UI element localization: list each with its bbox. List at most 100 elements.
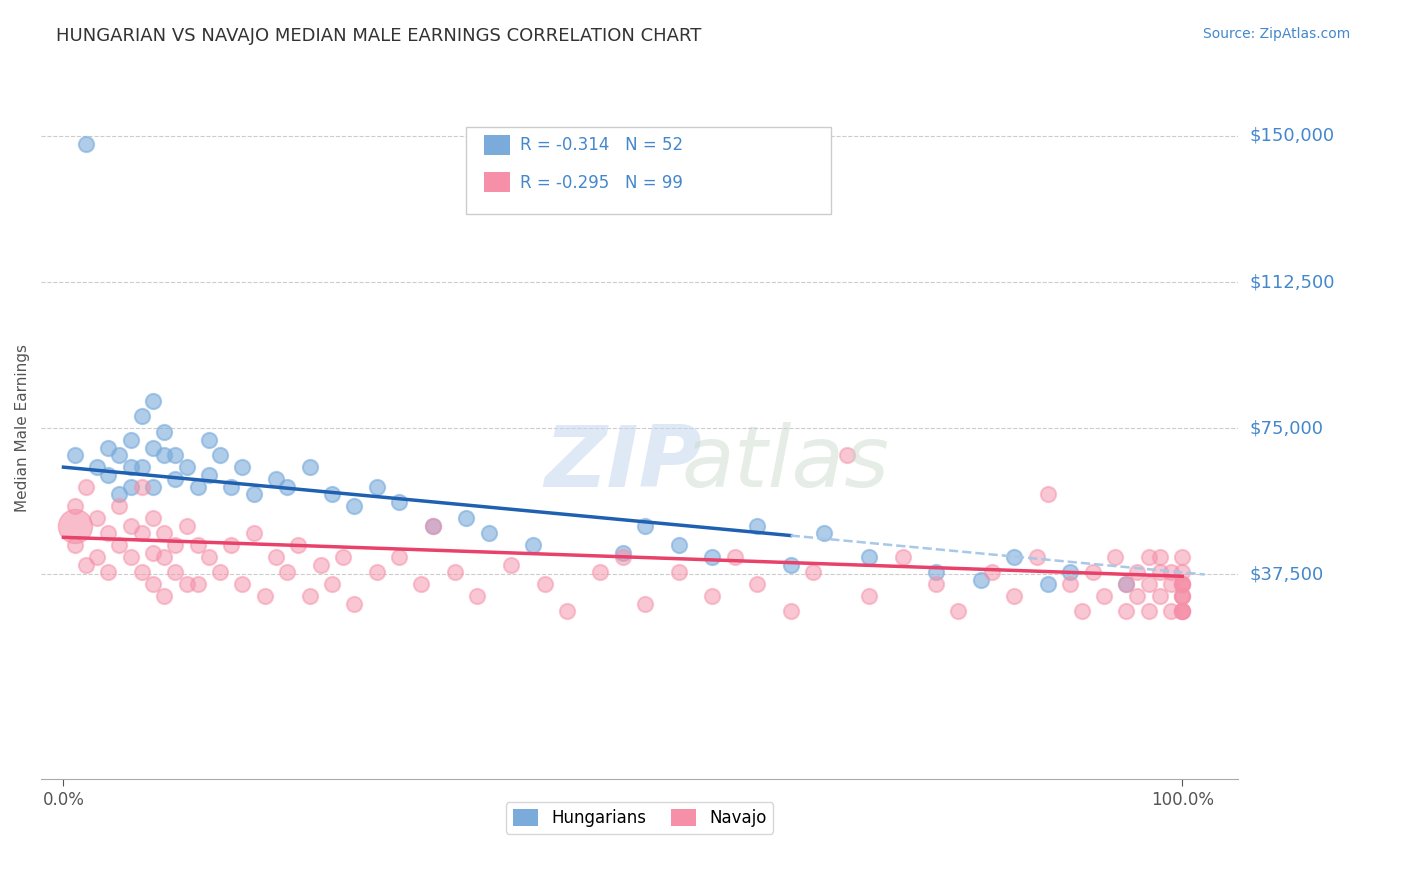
Point [411, 577, 433, 591]
Point [478, 526, 501, 541]
Point [1025, 549, 1047, 564]
Point [131, 480, 153, 494]
Point [165, 449, 187, 463]
Point [1115, 577, 1137, 591]
Point [131, 409, 153, 424]
Point [1081, 566, 1104, 580]
Point [1115, 577, 1137, 591]
Point [97, 467, 120, 482]
Point [264, 472, 287, 486]
Point [1036, 577, 1059, 591]
FancyBboxPatch shape [465, 127, 831, 214]
Point [176, 577, 198, 591]
Point [444, 566, 467, 580]
Point [108, 487, 131, 501]
Point [668, 566, 690, 580]
Point [131, 460, 153, 475]
Point [813, 526, 835, 541]
Point [1149, 589, 1171, 603]
Point [198, 467, 221, 482]
Point [1059, 577, 1081, 591]
Point [198, 433, 221, 447]
Point [131, 566, 153, 580]
Point [1137, 549, 1160, 564]
Point [120, 460, 142, 475]
Point [221, 480, 243, 494]
Point [209, 566, 232, 580]
Point [948, 604, 970, 618]
Point [1002, 589, 1025, 603]
Point [108, 449, 131, 463]
Point [1149, 566, 1171, 580]
Point [1149, 549, 1171, 564]
Point [264, 549, 287, 564]
Point [1171, 604, 1194, 618]
Point [1126, 566, 1149, 580]
Point [1092, 589, 1115, 603]
Point [321, 577, 343, 591]
Point [97, 441, 120, 455]
Point [153, 425, 176, 439]
Point [343, 499, 366, 513]
Point [86, 460, 108, 475]
Point [1002, 549, 1025, 564]
Point [176, 518, 198, 533]
Point [120, 549, 142, 564]
Point [1171, 589, 1194, 603]
Point [221, 538, 243, 552]
Y-axis label: Median Male Earnings: Median Male Earnings [15, 344, 30, 512]
Point [1171, 577, 1194, 591]
Point [276, 566, 298, 580]
Point [120, 433, 142, 447]
Text: R = -0.295   N = 99: R = -0.295 N = 99 [520, 174, 683, 192]
Point [1171, 604, 1194, 618]
Point [231, 577, 253, 591]
Point [1171, 549, 1194, 564]
Point [925, 566, 948, 580]
Point [925, 577, 948, 591]
Point [63, 538, 86, 552]
Legend: Hungarians, Navajo: Hungarians, Navajo [506, 802, 773, 834]
Point [612, 546, 634, 560]
Point [1160, 604, 1182, 618]
Point [231, 460, 253, 475]
Point [287, 538, 309, 552]
Point [63, 449, 86, 463]
Point [298, 589, 321, 603]
Point [467, 589, 489, 603]
Point [165, 472, 187, 486]
Point [1171, 589, 1194, 603]
Point [555, 604, 578, 618]
Point [668, 538, 690, 552]
Point [1171, 604, 1194, 618]
Point [891, 549, 914, 564]
Point [589, 566, 612, 580]
Point [165, 566, 187, 580]
Point [499, 558, 522, 572]
FancyBboxPatch shape [484, 172, 510, 192]
Point [153, 589, 176, 603]
Point [745, 518, 768, 533]
Point [142, 480, 165, 494]
Point [1171, 577, 1194, 591]
Point [131, 526, 153, 541]
Text: $75,000: $75,000 [1250, 419, 1323, 437]
Point [1137, 577, 1160, 591]
Point [858, 549, 880, 564]
Point [86, 511, 108, 525]
Point [75, 558, 97, 572]
Point [120, 518, 142, 533]
Point [108, 499, 131, 513]
Point [187, 538, 209, 552]
Point [142, 441, 165, 455]
Point [142, 511, 165, 525]
Text: atlas: atlas [682, 422, 890, 505]
Point [153, 449, 176, 463]
Point [422, 518, 444, 533]
Point [63, 518, 86, 533]
Point [187, 480, 209, 494]
Point [702, 549, 724, 564]
Point [1059, 566, 1081, 580]
FancyBboxPatch shape [484, 135, 510, 154]
Point [276, 480, 298, 494]
